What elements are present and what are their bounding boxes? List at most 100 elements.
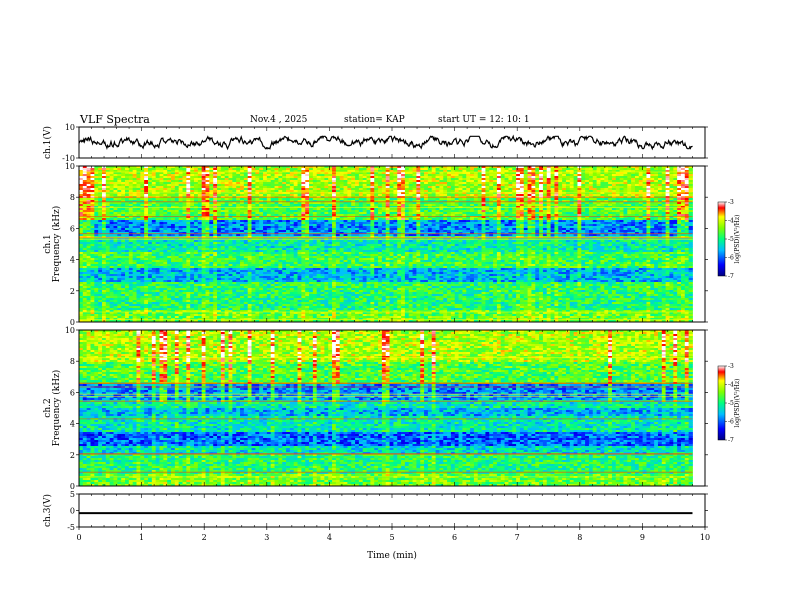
spectrogram-cell [243,246,249,249]
spectrogram-cell [132,272,137,275]
spectrogram-cell [90,190,95,193]
spectrogram-cell [132,252,137,255]
spectrogram-cell [121,172,126,175]
spectrogram-cell [102,178,107,181]
spectrogram-cell [136,314,141,317]
spectrogram-cell [251,272,256,275]
spectrogram-cell [136,212,141,215]
spectrogram-cell [205,176,210,179]
spectrogram-cell [79,290,84,293]
spectrogram-cell [167,202,172,205]
spectrogram-cell [136,222,141,225]
spectrogram-cell [174,304,180,307]
spectrogram-cell [117,280,122,283]
spectrogram-cell [178,292,183,295]
spectrogram-cell [205,302,210,305]
spectrogram-cell [228,232,233,235]
spectrogram-cell [136,218,141,221]
spectrogram-cell [255,232,260,235]
spectrogram-cell [132,222,137,225]
spectrogram-cell [102,214,107,217]
spectrogram-cell [209,188,214,191]
spectrogram-cell [178,232,183,235]
spectrogram-cell [98,180,103,183]
spectrogram-cell [217,254,222,257]
spectrogram-cell [128,280,134,283]
spectrogram-cell [174,308,180,311]
spectrogram-cell [163,272,168,275]
spectrogram-cell [155,292,160,295]
spectrogram-cell [171,188,176,191]
spectrogram-cell [155,168,160,171]
spectrogram-cell [220,314,226,317]
spectrogram-cell [236,252,241,255]
spectrogram-cell [125,176,130,179]
spectrogram-cell [86,224,91,227]
spectrogram-cell [247,170,252,173]
spectrogram-cell [125,302,130,305]
spectrogram-cell [98,208,103,211]
spectrogram-cell [167,284,172,287]
spectrogram-cell [136,200,141,203]
spectrogram-cell [263,176,268,179]
spectrogram-cell [117,298,122,301]
spectrogram-cell [263,188,268,191]
spectrogram-cell [79,278,84,281]
spectrogram-cell [178,230,183,233]
spectrogram-cell [178,184,183,187]
spectrogram-cell [251,178,256,181]
spectrogram-cell [159,282,164,285]
spectrogram-cell [247,296,252,299]
spectrogram-cell [197,212,203,215]
spectrogram-cell [240,274,245,277]
spectrogram-cell [224,290,229,293]
spectrogram-cell [197,208,203,211]
spectrogram-cell [205,250,210,253]
spectrogram-cell [94,284,99,287]
spectrogram-cell [132,304,137,307]
spectrogram-cell [247,212,252,215]
spectrogram-cell [194,254,199,257]
spectrogram-cell [243,314,249,317]
spectrogram-cell [82,218,88,221]
spectrogram-cell [132,248,137,251]
spectrogram-cell [98,182,103,185]
spectrogram-cell [247,206,252,209]
spectrogram-cell [167,290,172,293]
spectrogram-cell [151,220,157,223]
spectrogram-cell [186,252,191,255]
spectrogram-cell [140,200,145,203]
spectrogram-cell [90,172,95,175]
spectrogram-cell [205,284,210,287]
spectrogram-cell [194,244,199,247]
spectrogram-cell [182,268,187,271]
spectrogram-cell [113,270,118,273]
spectrogram-cell [197,266,203,269]
spectrogram-cell [232,230,237,233]
spectrogram-cell [159,292,164,295]
spectrogram-cell [109,314,114,317]
spectrogram-cell [178,262,183,265]
spectrogram-cell [109,224,114,227]
spectrogram-cell [243,256,249,259]
spectrogram-cell [167,252,172,255]
spectrogram-cell [209,208,214,211]
spectrogram-cell [205,228,210,231]
spectrogram-cell [240,310,245,313]
spectrogram-cell [228,288,233,291]
spectrogram-cell [151,316,157,319]
spectrogram-cell [148,208,153,211]
spectrogram-cell [148,276,153,279]
spectrogram-cell [98,306,103,309]
spectrogram-cell [79,234,84,237]
spectrogram-cell [201,286,206,289]
spectrogram-cell [82,272,88,275]
spectrogram-cell [90,206,95,209]
spectrogram-cell [178,252,183,255]
spectrogram-cell [243,278,249,281]
spectrogram-cell [243,296,249,299]
spectrogram-cell [220,228,226,231]
spectrogram-cell [232,256,237,259]
spectrogram-cell [186,258,191,261]
spectrogram-cell [240,170,245,173]
